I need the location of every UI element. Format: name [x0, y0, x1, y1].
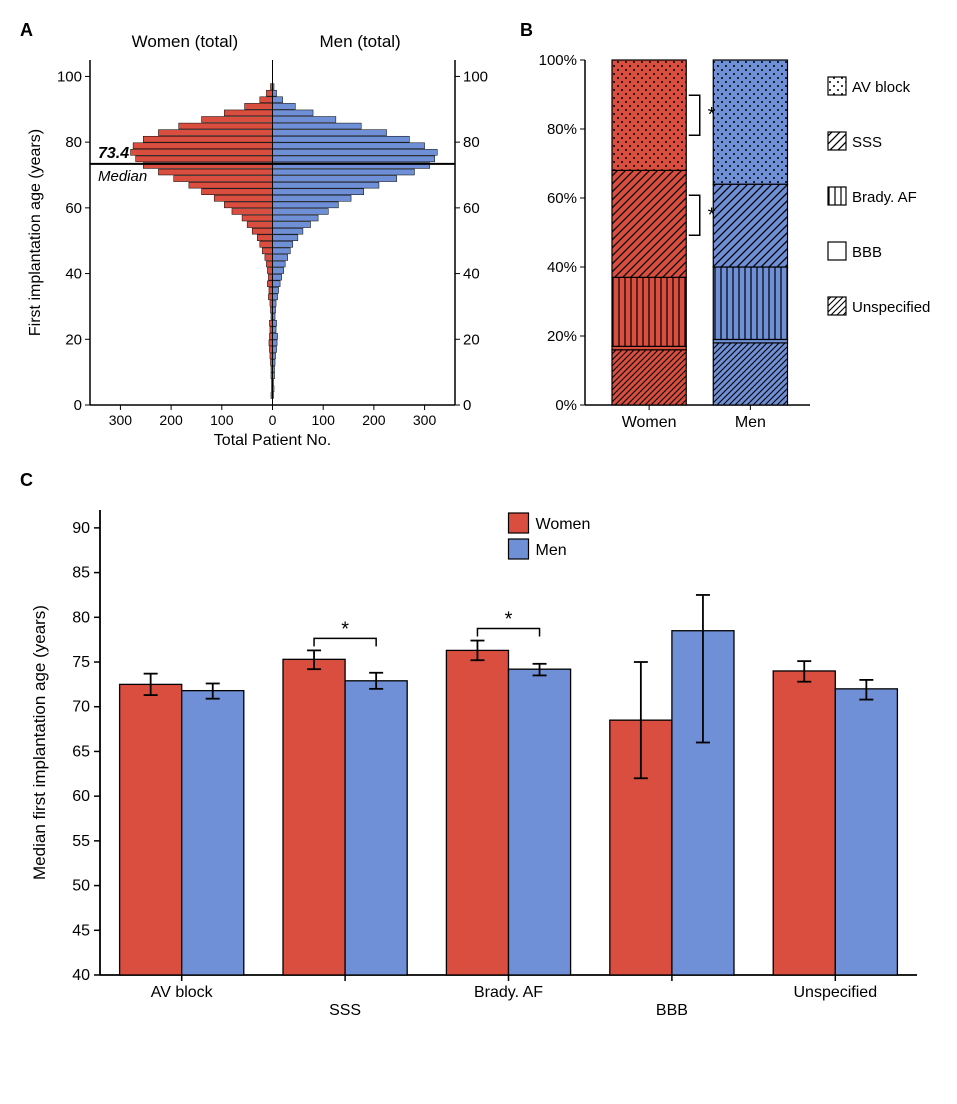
- svg-text:60%: 60%: [547, 190, 577, 207]
- svg-text:First implantation age (years): First implantation age (years): [27, 129, 44, 336]
- svg-text:BBB: BBB: [852, 244, 882, 261]
- svg-text:Women: Women: [622, 414, 677, 431]
- svg-text:200: 200: [362, 412, 386, 428]
- panel-a: A Women (total) Men (total) 73.4 Median 0 0 20…: [20, 20, 500, 460]
- svg-text:Median first implantation age: Median first implantation age (years): [30, 605, 49, 880]
- svg-text:73.4: 73.4: [98, 145, 129, 162]
- svg-text:40: 40: [463, 266, 480, 283]
- panel-b-chart: 0%20%40%60%80%100%WomenMen**AV blockSSSB…: [520, 20, 940, 460]
- svg-text:60: 60: [65, 200, 82, 217]
- panel-c: C 40 45 50 55 60 65 70 75 80 85 90 Median first imp…: [20, 470, 937, 1030]
- svg-text:100: 100: [210, 412, 234, 428]
- svg-text:Women: Women: [536, 516, 591, 533]
- svg-text:65: 65: [72, 743, 90, 760]
- svg-text:Brady. AF: Brady. AF: [852, 189, 917, 206]
- svg-text:20%: 20%: [547, 328, 577, 345]
- svg-text:Brady. AF: Brady. AF: [474, 984, 543, 1001]
- svg-text:50: 50: [72, 878, 90, 895]
- svg-text:100%: 100%: [539, 52, 577, 69]
- svg-text:200: 200: [159, 412, 183, 428]
- svg-text:Unspecified: Unspecified: [793, 984, 877, 1001]
- svg-text:SSS: SSS: [329, 1002, 361, 1019]
- panel-a-label: A: [20, 20, 33, 41]
- svg-text:75: 75: [72, 654, 90, 671]
- panel-c-chart: 40 45 50 55 60 65 70 75 80 85 90 Median first impla…: [20, 470, 937, 1030]
- svg-text:85: 85: [72, 565, 90, 582]
- svg-text:80: 80: [463, 134, 480, 151]
- panel-a-chart: Women (total) Men (total) 73.4 Median 0 0 20 20…: [20, 20, 500, 460]
- svg-text:40%: 40%: [547, 259, 577, 276]
- svg-text:*: *: [708, 104, 716, 126]
- svg-text:60: 60: [463, 200, 480, 217]
- panel-b-label: B: [520, 20, 533, 41]
- svg-text:AV block: AV block: [852, 79, 911, 96]
- svg-text:Median: Median: [98, 168, 147, 185]
- svg-text:55: 55: [72, 833, 90, 850]
- svg-text:Total Patient No.: Total Patient No.: [214, 432, 331, 449]
- svg-text:Women (total): Women (total): [132, 32, 238, 51]
- svg-text:70: 70: [72, 699, 90, 716]
- svg-text:*: *: [341, 618, 349, 640]
- svg-text:80: 80: [72, 609, 90, 626]
- svg-text:100: 100: [463, 68, 488, 85]
- svg-text:SSS: SSS: [852, 134, 882, 151]
- svg-text:Men (total): Men (total): [319, 32, 400, 51]
- svg-text:AV block: AV block: [151, 984, 214, 1001]
- svg-text:300: 300: [413, 412, 437, 428]
- svg-text:0: 0: [74, 397, 82, 414]
- top-row: A Women (total) Men (total) 73.4 Median 0 0 20…: [20, 20, 937, 460]
- svg-text:90: 90: [72, 520, 90, 537]
- panel-b: B 0% 20% 40% 60% 80% 100% Women Men * * AV block SS…: [520, 20, 940, 460]
- svg-text:100: 100: [312, 412, 336, 428]
- svg-text:*: *: [505, 609, 513, 631]
- svg-text:100: 100: [57, 68, 82, 85]
- svg-text:40: 40: [65, 266, 82, 283]
- svg-text:0: 0: [269, 412, 277, 428]
- svg-text:0%: 0%: [555, 397, 577, 414]
- svg-text:Men: Men: [735, 414, 766, 431]
- svg-text:40: 40: [72, 967, 90, 984]
- svg-text:80: 80: [65, 134, 82, 151]
- svg-text:80%: 80%: [547, 121, 577, 138]
- svg-text:20: 20: [463, 331, 480, 348]
- svg-text:*: *: [708, 204, 716, 226]
- svg-text:45: 45: [72, 922, 90, 939]
- svg-text:60: 60: [72, 788, 90, 805]
- svg-text:300: 300: [109, 412, 133, 428]
- svg-text:BBB: BBB: [656, 1002, 688, 1019]
- svg-text:Unspecified: Unspecified: [852, 299, 930, 316]
- panel-c-label: C: [20, 470, 33, 491]
- svg-text:Men: Men: [536, 542, 567, 559]
- figure-container: A Women (total) Men (total) 73.4 Median 0 0 20…: [20, 20, 937, 1030]
- svg-text:20: 20: [65, 331, 82, 348]
- svg-text:0: 0: [463, 397, 471, 414]
